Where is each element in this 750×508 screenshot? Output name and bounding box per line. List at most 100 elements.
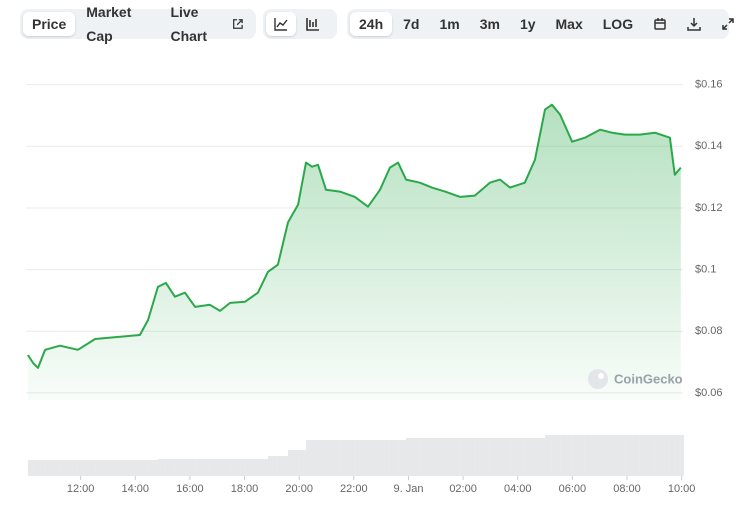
volume-bar: [277, 456, 288, 476]
volume-bar: [195, 459, 210, 476]
volume-bar: [398, 440, 406, 476]
volume-bar: [59, 460, 78, 476]
y-tick-label: $0.14: [695, 140, 723, 152]
volume-bar: [489, 438, 500, 476]
volume-bar: [625, 435, 640, 476]
volume-bar: [33, 460, 39, 476]
volume-bar: [298, 450, 307, 476]
price-line: [27, 103, 682, 369]
volume-bar: [268, 456, 278, 476]
x-tick-label: 16:00: [176, 483, 204, 495]
volume-bar: [77, 460, 96, 476]
volume-bar: [545, 435, 552, 476]
range[interactable]: 7d: [403, 16, 420, 32]
y-tick-label: $0.1: [695, 264, 716, 276]
volume-bar: [312, 440, 319, 476]
chart-kind: [263, 9, 337, 39]
watermark-text: CoinGecko: [614, 371, 683, 386]
volume-bar: [368, 440, 381, 476]
volume-bar: [165, 459, 175, 476]
volume-bar: [599, 435, 612, 476]
range[interactable]: Max: [555, 16, 583, 32]
x-tick-label: 12:00: [67, 483, 95, 495]
range[interactable]: LOG: [602, 16, 634, 32]
volume-bar: [669, 435, 675, 476]
volume-bar: [45, 460, 60, 476]
volume-bar: [157, 459, 166, 476]
range-tabs: 24h 7d 1m 3m 1y Max LOG: [347, 9, 734, 39]
volume-bar: [27, 460, 34, 476]
x-tick-label: 04:00: [504, 483, 532, 495]
volume-bar: [245, 459, 258, 476]
volume-bar: [318, 440, 326, 476]
tab[interactable]: Market Cap: [86, 4, 132, 44]
volume-bar: [499, 438, 511, 476]
volume-bar: [174, 459, 185, 476]
x-tick-label: 22:00: [340, 483, 368, 495]
range[interactable]: 1y: [519, 16, 536, 32]
range[interactable]: 24h: [350, 12, 393, 36]
tab-text: Live Chart: [170, 4, 208, 44]
tab[interactable]: Price: [23, 12, 76, 36]
volume-bar: [119, 460, 140, 476]
range[interactable]: 3m: [479, 16, 500, 32]
volume-bar: [139, 460, 149, 476]
volume-bar: [680, 435, 684, 476]
x-tick-label: 14:00: [122, 483, 150, 495]
y-tick-label: $0.06: [695, 387, 723, 399]
x-tick-label: 20:00: [285, 483, 313, 495]
download-icon: [687, 18, 701, 31]
volume-bar: [460, 438, 475, 476]
volume-bar: [339, 440, 355, 476]
range[interactable]: 1m: [439, 16, 460, 32]
volume-bar: [445, 438, 461, 476]
volume-bar: [209, 459, 220, 476]
x-tick-label: 02:00: [449, 483, 477, 495]
volume-bar: [431, 438, 446, 476]
volume-bar: [95, 460, 120, 476]
volume-bar: [380, 440, 390, 476]
volume-bar: [257, 459, 269, 476]
volume-bar: [474, 438, 490, 476]
external-icon: [233, 19, 243, 29]
expand-button[interactable]: [712, 12, 744, 36]
candle-icon: [306, 18, 319, 31]
volume-bar: [572, 435, 585, 476]
y-tick-label: $0.08: [695, 325, 723, 337]
watermark: CoinGecko: [588, 369, 683, 389]
download-button[interactable]: [678, 12, 710, 36]
volume-bar: [524, 438, 535, 476]
line-icon: [274, 18, 288, 31]
volume-bar: [325, 440, 340, 476]
volume-bar: [389, 440, 399, 476]
x-tick-label: 08:00: [613, 483, 641, 495]
volume-bar: [611, 435, 626, 476]
volume-bar: [354, 440, 369, 476]
calendar-button[interactable]: [644, 12, 676, 36]
x-tick-label: 10:00: [668, 483, 696, 495]
x-tick-label: 9. Jan: [393, 483, 423, 495]
volume-bar: [184, 459, 196, 476]
metric-tabs: Price Market Cap Live Chart: [20, 4, 256, 44]
volume-bar: [534, 438, 546, 476]
volume-bar: [38, 460, 46, 476]
x-tick-label: 06:00: [559, 483, 587, 495]
y-tick-label: $0.12: [695, 202, 723, 214]
volume-bar: [639, 435, 655, 476]
volume-bar: [584, 435, 600, 476]
tab[interactable]: Live Chart: [161, 4, 253, 44]
candle-button[interactable]: [298, 12, 328, 36]
y-tick-label: $0.16: [695, 79, 723, 91]
volume-bar: [419, 438, 432, 476]
volume-bar: [287, 450, 299, 476]
volume-bar: [560, 435, 573, 476]
volume-bar: [551, 435, 561, 476]
expand-icon: [722, 18, 734, 30]
area-fill: [27, 104, 681, 400]
line-button[interactable]: [266, 12, 296, 36]
volume-bar: [654, 435, 670, 476]
volume-bar: [306, 440, 313, 476]
volume-bar: [230, 459, 246, 476]
